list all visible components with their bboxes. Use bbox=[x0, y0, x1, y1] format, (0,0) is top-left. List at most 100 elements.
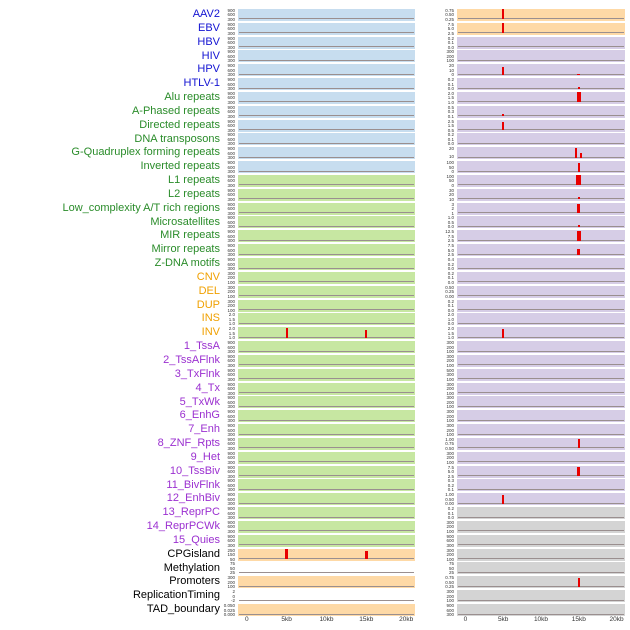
right-signal-track bbox=[457, 576, 625, 589]
y-tick-label: 0.0 bbox=[447, 279, 454, 284]
y-tick-label: 0.0 bbox=[447, 307, 454, 312]
signal-baseline bbox=[458, 419, 624, 421]
y-tick-label: 200 bbox=[227, 289, 235, 295]
left-y-axis-tick-labels: 250 150 50 bbox=[221, 549, 236, 561]
y-tick-label: 300 bbox=[446, 612, 454, 616]
row-label: CPGisland bbox=[167, 547, 220, 560]
y-tick-label: 600 bbox=[227, 136, 235, 142]
right-signal-track bbox=[457, 285, 625, 298]
y-tick-label: 2.0 bbox=[447, 313, 454, 318]
y-tick-label: 600 bbox=[227, 441, 235, 447]
signal-baseline bbox=[458, 613, 624, 615]
y-tick-label: 300 bbox=[446, 372, 454, 378]
y-tick-label: 900 bbox=[227, 410, 235, 415]
row-label: A-Phased repeats bbox=[131, 104, 220, 117]
left-signal-track bbox=[238, 507, 415, 520]
right-y-axis-tick-labels: 300 200 100 bbox=[438, 341, 455, 353]
y-tick-label: 100 bbox=[446, 404, 454, 409]
row-label: DEL bbox=[198, 284, 220, 297]
row-label: 4_Tx bbox=[195, 381, 220, 394]
signal-baseline bbox=[239, 488, 414, 490]
y-tick-label: 300 bbox=[227, 266, 235, 270]
y-tick-label: 300 bbox=[227, 86, 235, 91]
signal-baseline bbox=[239, 87, 414, 89]
y-tick-label: 5.0 bbox=[447, 247, 454, 253]
right-y-axis-tick-labels: 7.5 5.0 2.5 bbox=[438, 466, 455, 478]
y-tick-label: 200 bbox=[446, 53, 454, 59]
track-row: Low_complexity A/T rich regions 900 600 300… bbox=[0, 202, 630, 216]
right-y-axis-tick-labels: 300 200 100 bbox=[438, 424, 455, 436]
y-tick-label: 100 bbox=[227, 279, 235, 284]
y-tick-label: 300 bbox=[227, 576, 235, 581]
y-tick-label: 200 bbox=[227, 303, 235, 309]
y-tick-label: 600 bbox=[227, 219, 235, 225]
right-signal-track bbox=[457, 548, 625, 561]
y-tick-label: 600 bbox=[227, 247, 235, 253]
y-tick-label: 300 bbox=[227, 376, 235, 381]
signal-baseline bbox=[239, 59, 414, 61]
y-tick-label: 0.0 bbox=[447, 86, 454, 91]
y-tick-label: 0.00 bbox=[445, 501, 454, 506]
y-tick-label: 0.5 bbox=[447, 127, 454, 132]
y-tick-label: 1.5 bbox=[447, 95, 454, 101]
y-tick-label: 300 bbox=[227, 542, 235, 547]
y-tick-label: 0.5 bbox=[447, 105, 454, 110]
left-signal-track bbox=[238, 285, 415, 298]
y-tick-label: 0.1 bbox=[447, 487, 454, 492]
y-tick-label: 0.4 bbox=[447, 258, 454, 262]
right-signal-track bbox=[457, 313, 625, 326]
y-tick-label: 900 bbox=[227, 119, 235, 124]
y-tick-label: 600 bbox=[227, 109, 235, 115]
right-y-axis-tick-labels: 300 200 100 bbox=[438, 549, 455, 561]
y-tick-label: 100 bbox=[446, 362, 454, 367]
right-signal-track bbox=[457, 354, 625, 367]
y-tick-label: 300 bbox=[227, 473, 235, 478]
track-row: 14_ReprPCWk9006003000300200100 bbox=[0, 520, 630, 534]
signal-baseline bbox=[458, 502, 624, 504]
left-signal-track bbox=[238, 313, 415, 326]
right-y-axis-tick-labels: 100 50 0 bbox=[438, 175, 455, 187]
y-tick-label: 50 bbox=[448, 565, 454, 571]
right-signal-track bbox=[457, 341, 625, 354]
right-signal-track bbox=[457, 493, 625, 506]
y-tick-label: 0.2 bbox=[447, 507, 454, 512]
signal-baseline bbox=[239, 461, 414, 463]
row-label: INS bbox=[201, 312, 220, 325]
left-signal-track bbox=[238, 382, 415, 395]
signal-baseline bbox=[458, 212, 624, 214]
row-label: 12_EnhBiv bbox=[166, 492, 220, 505]
y-tick-label: 0.50 bbox=[445, 496, 454, 502]
y-tick-label: 300 bbox=[227, 141, 235, 146]
signal-baseline bbox=[239, 585, 414, 587]
left-signal-track bbox=[238, 590, 415, 603]
x-axis-tick-label: 5kb bbox=[497, 616, 509, 623]
y-tick-label: 600 bbox=[227, 455, 235, 461]
y-tick-label: 0.50 bbox=[445, 285, 454, 290]
track-row: Microsatellites9006003000 1.00.50.0 bbox=[0, 216, 630, 230]
track-row: Methylation 75 50 25 75 50 25 bbox=[0, 562, 630, 576]
left-signal-track bbox=[238, 354, 415, 367]
row-label: 14_ReprPCWk bbox=[146, 520, 220, 533]
signal-spike bbox=[502, 495, 505, 504]
track-row: 3_TxFlnk9006003000500300100 bbox=[0, 368, 630, 382]
y-tick-label: 10 bbox=[448, 196, 454, 201]
y-tick-label: 300 bbox=[446, 590, 454, 595]
row-label: DNA transposons bbox=[134, 132, 220, 145]
x-axis-tick-label: 15kb bbox=[359, 616, 374, 623]
signal-baseline bbox=[239, 170, 414, 172]
y-tick-label: 600 bbox=[227, 164, 235, 170]
row-label: Z-DNA motifs bbox=[154, 257, 220, 270]
y-tick-label: 0 bbox=[451, 72, 454, 77]
signal-spike bbox=[502, 122, 505, 131]
signal-baseline bbox=[458, 336, 624, 338]
y-tick-label: 600 bbox=[227, 81, 235, 87]
